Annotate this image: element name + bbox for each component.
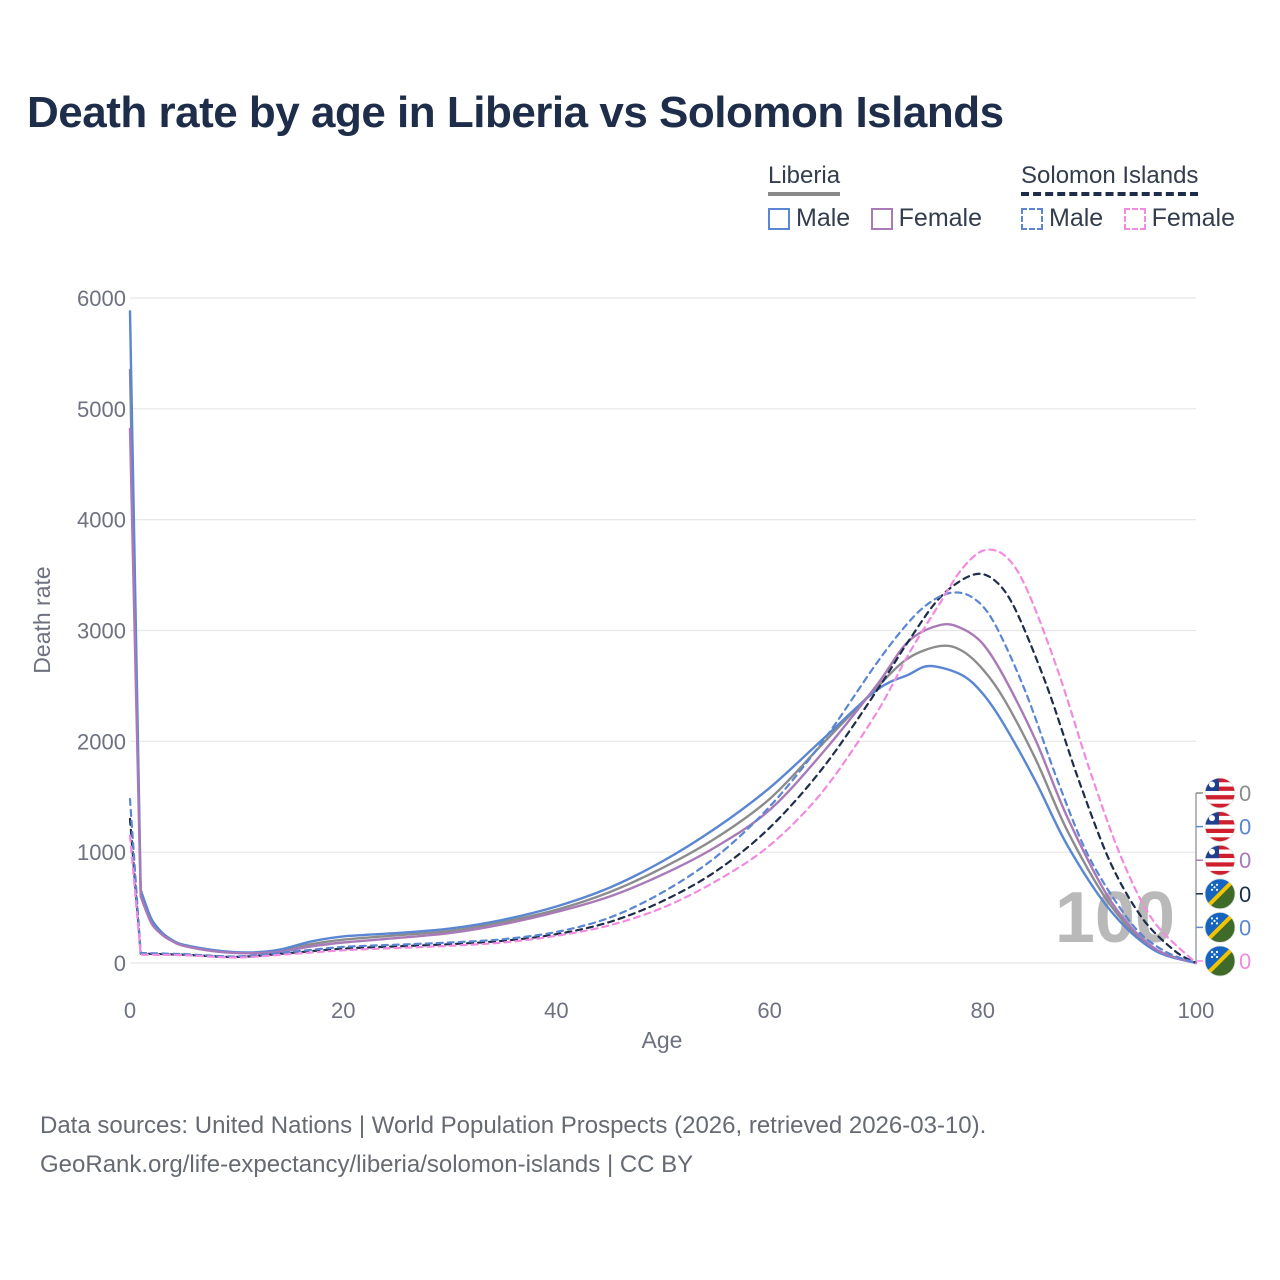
x-tick-label: 80 [971,998,995,1023]
y-tick-label: 2000 [77,729,126,754]
source-line-1: Data sources: United Nations | World Pop… [40,1112,987,1139]
legend-swatch-liberia-female [870,207,893,230]
series-line-solomon-islands-total[interactable] [128,572,1198,965]
chart-title: Death rate by age in Liberia vs Solomon … [27,88,1004,137]
legend-item-liberia-female[interactable]: Female [870,204,983,233]
end-label-value: 0 [1239,949,1251,974]
legend-item-solomon-female[interactable]: Female [1123,204,1236,233]
legend-header-liberia[interactable]: Liberia [768,162,841,196]
legend-label-liberia-female: Female [898,204,983,232]
solomon-islands-flag-icon [1204,878,1236,910]
legend-label-solomon-female: Female [1151,204,1236,232]
legend-swatch-solomon-female [1123,207,1146,230]
y-tick-label: 0 [114,951,126,976]
legend-label-liberia-male: Male [796,204,851,232]
series-line-solomon-islands-male[interactable] [128,591,1198,965]
source-line-2[interactable]: GeoRank.org/life-expectancy/liberia/solo… [40,1151,694,1178]
legend-group-solomon-islands: Solomon Islands Male Female [1021,162,1235,235]
x-tick-label: 100 [1178,998,1215,1023]
end-label-value: 0 [1239,848,1251,873]
end-labels: 0 0 0 0 0 0 [1195,777,1251,977]
x-axis-title: Age [642,1027,683,1053]
x-axis-ticks: 0 20 40 60 80 100 [124,998,1214,1023]
chart-watermark: 100 [1055,878,1175,958]
legend-group-liberia: Liberia Male Female [768,162,998,235]
y-axis-title: Death rate [29,566,55,673]
legend-item-liberia-male[interactable]: Male [768,204,850,233]
legend-swatch-solomon-male [1021,207,1043,230]
y-tick-label: 1000 [77,840,126,865]
legend-header-solomon-islands[interactable]: Solomon Islands [1021,162,1199,196]
solomon-islands-flag-icon [1204,912,1236,943]
solomon-islands-flag-icon [1204,945,1236,977]
end-label-value: 0 [1239,781,1251,806]
y-tick-label: 5000 [77,397,126,422]
source-note: Data sources: United Nations | World Pop… [40,1106,986,1184]
end-label-value: 0 [1239,915,1251,940]
x-tick-label: 40 [544,998,568,1023]
series-line-liberia-female[interactable] [128,427,1198,965]
end-label-value: 0 [1239,882,1251,907]
liberia-flag-icon [1204,777,1236,809]
x-tick-label: 0 [124,998,136,1023]
series-line-solomon-islands-female[interactable] [128,548,1198,965]
end-label-value: 0 [1239,815,1251,840]
series-group [128,310,1198,965]
y-tick-label: 6000 [77,286,126,311]
x-tick-label: 20 [331,998,355,1023]
y-tick-label: 4000 [77,508,126,533]
gridlines [130,297,1196,964]
y-axis-ticks: 0 1000 2000 3000 4000 5000 6000 [77,286,126,976]
liberia-flag-icon [1204,811,1236,842]
liberia-flag-icon [1204,844,1236,876]
legend-label-solomon-male: Male [1049,204,1104,232]
legend-item-solomon-male[interactable]: Male [1021,204,1103,233]
legend-swatch-liberia-male [768,207,790,230]
x-tick-label: 60 [757,998,781,1023]
y-tick-label: 3000 [77,619,126,644]
